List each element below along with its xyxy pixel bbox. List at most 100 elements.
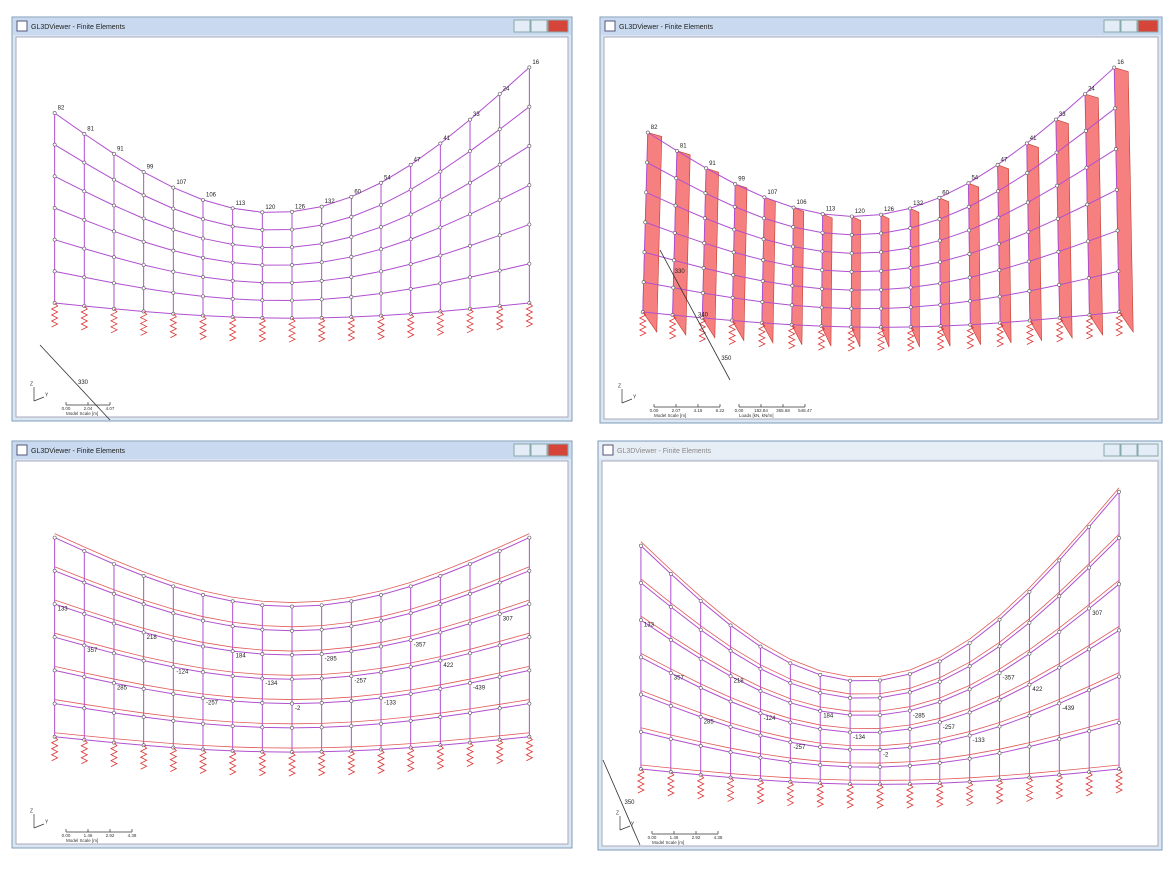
support-spring [288, 751, 296, 777]
support-spring [936, 325, 945, 351]
maximize-button[interactable] [530, 19, 548, 33]
mesh-node [878, 747, 882, 752]
scale-label: 2.07 [672, 408, 681, 413]
minimize-button[interactable] [1103, 19, 1121, 33]
mesh-node [818, 763, 823, 768]
result-label: 285 [117, 686, 128, 692]
close-button[interactable] [1137, 443, 1159, 457]
mesh-node [230, 674, 235, 679]
mesh-node [907, 672, 912, 676]
mesh-node [790, 283, 795, 288]
mesh-node [468, 710, 472, 715]
support-spring [347, 316, 356, 342]
support-spring [996, 322, 1005, 348]
mesh-node [1117, 582, 1121, 587]
minimize-button[interactable] [513, 19, 531, 33]
mesh-node [671, 285, 676, 290]
mesh-node [791, 225, 796, 229]
mesh-node [937, 761, 942, 765]
mesh-node [408, 162, 413, 167]
mesh-node [728, 724, 733, 729]
mesh-node [52, 237, 57, 242]
axis-label: Y [633, 394, 637, 400]
minimize-button[interactable] [1103, 443, 1121, 457]
node-label: 24 [503, 87, 510, 93]
mesh-node [641, 280, 646, 285]
mesh-node [379, 593, 383, 597]
mesh-node [732, 204, 737, 209]
support-spring [906, 326, 915, 352]
support-spring [756, 779, 765, 805]
viewer-window: GL3DViewer - Finite Elements 82 81 91 99 107 1… [11, 16, 573, 422]
mesh-node [497, 612, 502, 616]
mesh-node [642, 250, 647, 255]
mesh-node [758, 755, 763, 760]
mesh-node [937, 659, 942, 664]
mesh-node [1024, 141, 1029, 146]
node-label: 99 [147, 165, 154, 171]
mesh-node [1027, 620, 1032, 625]
mesh-node [112, 621, 116, 626]
maximize-button[interactable] [530, 443, 548, 457]
mesh-node [112, 710, 116, 715]
mesh-node [141, 630, 146, 635]
mesh-node [1057, 594, 1062, 599]
mesh-node [674, 176, 679, 181]
mesh-node [438, 197, 443, 202]
mesh-node [349, 295, 354, 299]
mesh-node [698, 743, 703, 748]
result-label: 184 [236, 654, 247, 660]
close-button[interactable] [547, 19, 569, 33]
mesh-node [201, 275, 205, 279]
mesh-node [438, 141, 443, 146]
mesh-node [788, 700, 793, 705]
mesh-node [639, 618, 643, 623]
mesh-node [937, 679, 942, 684]
mesh-node [1055, 216, 1060, 221]
support-spring [696, 774, 705, 800]
maximize-button[interactable] [1120, 19, 1138, 33]
mesh-node [1027, 289, 1032, 293]
mesh-node [497, 127, 502, 132]
mesh-node [818, 709, 823, 713]
close-button[interactable] [1137, 19, 1159, 33]
mesh-node [201, 618, 205, 623]
mesh-node [438, 602, 443, 607]
mesh-node [230, 649, 235, 654]
mesh-node [728, 674, 733, 679]
mesh-node [997, 617, 1002, 622]
node-label: 113 [826, 207, 836, 213]
mesh-node [260, 627, 265, 632]
result-label: -124 [763, 716, 776, 722]
mesh-node [1027, 744, 1032, 749]
minimize-button[interactable] [513, 443, 531, 457]
mesh-node [408, 237, 413, 242]
mesh-node [788, 681, 793, 685]
mesh-node [527, 602, 532, 606]
axis-y [619, 825, 631, 831]
mesh-node [966, 204, 971, 209]
mesh-node [967, 275, 972, 280]
node-label: 91 [709, 161, 716, 167]
mesh-node [1115, 228, 1120, 233]
mesh-node [1057, 558, 1062, 563]
mesh-node [967, 687, 972, 692]
mesh-node [1084, 165, 1089, 170]
mesh-node [645, 130, 650, 135]
support-spring [80, 305, 89, 331]
node-label: 91 [117, 146, 124, 152]
mesh-node [349, 599, 354, 604]
mesh-node [733, 182, 738, 186]
scale-label: 0.00 [650, 408, 659, 413]
node-label: 41 [443, 136, 450, 142]
maximize-button[interactable] [1120, 443, 1138, 457]
mesh-node [849, 233, 854, 237]
mesh-node [1113, 106, 1117, 111]
mesh-node [848, 696, 853, 700]
close-button[interactable] [547, 443, 569, 457]
viewer-window: GL3DViewer - Finite Elements 82 81 91 99 107 1… [599, 16, 1163, 424]
mesh-node [319, 603, 324, 608]
mesh-node [788, 720, 793, 725]
mesh-node [408, 638, 413, 642]
